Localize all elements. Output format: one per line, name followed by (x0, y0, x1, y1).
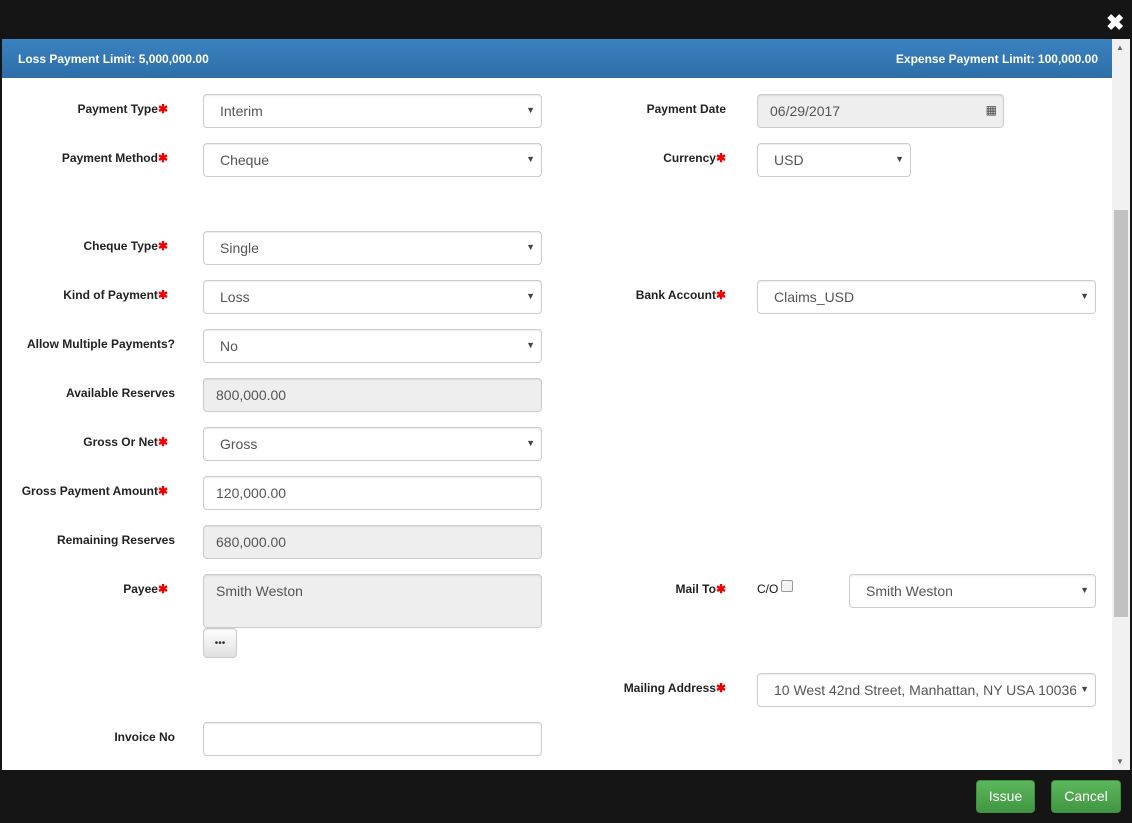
expense-payment-limit: Expense Payment Limit: 100,000.00 (895, 52, 1098, 66)
kind-of-payment-select[interactable]: Loss ▼ (203, 280, 542, 314)
chevron-down-icon: ▼ (1080, 585, 1089, 595)
chevron-down-icon: ▼ (895, 154, 904, 164)
payment-method-label: Payment Method✱ (61, 151, 168, 165)
gross-or-net-label: Gross Or Net✱ (83, 435, 168, 449)
chevron-down-icon: ▼ (526, 105, 535, 115)
currency-label: Currency✱ (663, 151, 726, 165)
kind-of-payment-label: Kind of Payment✱ (63, 288, 168, 302)
invoice-no-label: Invoice No (114, 730, 175, 744)
gross-payment-amount-field[interactable]: 120,000.00 (203, 476, 542, 510)
calendar-icon[interactable]: ▦ (985, 103, 997, 117)
payment-method-select[interactable]: Cheque ▼ (203, 143, 542, 177)
available-reserves-field: 800,000.00 (203, 378, 542, 412)
bank-account-select[interactable]: Claims_USD ▼ (757, 280, 1096, 314)
bank-account-label: Bank Account✱ (635, 288, 726, 302)
chevron-down-icon: ▼ (1076, 684, 1089, 694)
currency-select[interactable]: USD ▼ (757, 143, 911, 177)
mail-to-select[interactable]: Smith Weston ▼ (849, 574, 1096, 608)
scroll-up-icon[interactable]: ▲ (1116, 43, 1124, 52)
payee-field[interactable]: Smith Weston (203, 574, 542, 628)
chevron-down-icon: ▼ (526, 438, 535, 448)
chevron-down-icon: ▼ (526, 340, 535, 350)
allow-multiple-payments-select[interactable]: No ▼ (203, 329, 542, 363)
close-icon[interactable]: ✖ (1106, 10, 1125, 35)
gross-or-net-select[interactable]: Gross ▼ (203, 427, 542, 461)
co-checkbox[interactable] (781, 580, 793, 592)
payment-type-select[interactable]: Interim ▼ (203, 94, 542, 128)
payee-label: Payee✱ (123, 582, 168, 596)
co-label: C/O (757, 582, 779, 596)
allow-multiple-payments-label: Allow Multiple Payments? (26, 337, 175, 351)
issue-button[interactable]: Issue (976, 780, 1035, 813)
payment-date-label: Payment Date (646, 102, 726, 116)
cheque-type-select[interactable]: Single ▼ (203, 231, 542, 265)
remaining-reserves-label: Remaining Reserves (56, 533, 175, 547)
mail-to-label: Mail To✱ (675, 582, 726, 596)
payment-date-field[interactable]: 06/29/2017 ▦ (757, 94, 1004, 128)
mailing-address-label: Mailing Address✱ (623, 681, 726, 695)
remaining-reserves-field: 680,000.00 (203, 525, 542, 559)
chevron-down-icon: ▼ (526, 291, 535, 301)
gross-payment-amount-label: Gross Payment Amount✱ (21, 484, 168, 498)
payment-modal: Loss Payment Limit: 5,000,000.00 Expense… (2, 39, 1130, 770)
payment-type-label: Payment Type✱ (77, 102, 168, 116)
chevron-down-icon: ▼ (1080, 291, 1089, 301)
cheque-type-label: Cheque Type✱ (83, 239, 168, 253)
payee-lookup-button[interactable]: ••• (203, 628, 237, 658)
available-reserves-label: Available Reserves (66, 386, 175, 400)
scroll-down-icon[interactable]: ▼ (1116, 757, 1124, 766)
mailing-address-select[interactable]: 10 West 42nd Street, Manhattan, NY USA 1… (757, 673, 1096, 707)
loss-payment-limit: Loss Payment Limit: 5,000,000.00 (18, 52, 209, 66)
chevron-down-icon: ▼ (526, 242, 535, 252)
scrollbar[interactable]: ▲ ▼ (1112, 39, 1130, 770)
scrollbar-thumb[interactable] (1114, 210, 1128, 617)
invoice-no-field[interactable] (203, 722, 542, 756)
cancel-button[interactable]: Cancel (1051, 780, 1121, 813)
chevron-down-icon: ▼ (526, 154, 535, 164)
limits-header: Loss Payment Limit: 5,000,000.00 Expense… (2, 39, 1112, 78)
